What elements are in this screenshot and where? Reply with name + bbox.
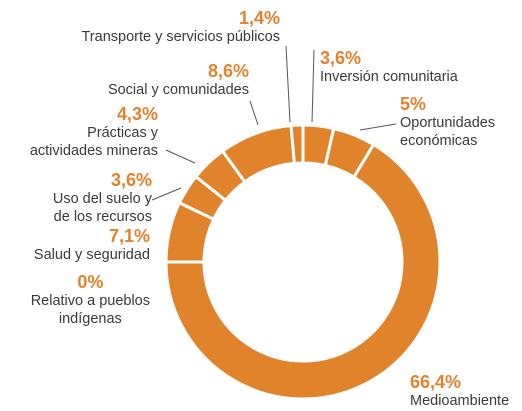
leader-line xyxy=(249,100,259,126)
value-label: 3,6% xyxy=(110,170,152,190)
slice-label: 4,3% Prácticas y actividades mineras xyxy=(30,104,158,160)
value-label: 3,6% xyxy=(320,48,362,68)
leader-lines xyxy=(151,45,397,201)
slice-label: 1,4% Transporte y servicios públicos xyxy=(81,8,280,46)
leader-line xyxy=(151,187,182,201)
donut-slice xyxy=(193,149,247,203)
slice-label: 0% Relativo a pueblos indígenas xyxy=(31,272,150,328)
slice-label: 66,4% Medioambiente xyxy=(410,372,509,410)
category-label: Inversión comunitaria xyxy=(320,69,458,85)
slice-label: 8,6% Social y comunidades xyxy=(108,61,249,99)
category-label: Transporte y servicios públicos xyxy=(81,29,280,45)
value-label: 66,4% xyxy=(410,372,462,392)
category-label: Uso del suelo y de los recursos xyxy=(52,191,152,225)
value-label: 7,1% xyxy=(108,226,150,246)
category-label: Relativo a pueblos indígenas xyxy=(30,293,150,327)
donut-slice xyxy=(220,123,296,185)
slice-label: 3,6% Inversión comunitaria xyxy=(320,48,458,86)
value-label: 0% xyxy=(77,272,104,292)
slice-label: 5% Oportunidades económicas xyxy=(400,94,495,150)
category-label: Oportunidades económicas xyxy=(400,115,496,149)
value-label: 1,4% xyxy=(238,8,280,28)
leader-line xyxy=(311,49,315,123)
category-label: Salud y seguridad xyxy=(33,247,150,263)
value-label: 4,3% xyxy=(116,104,158,124)
category-label: Medioambiente xyxy=(410,393,510,409)
slice-label: 7,1% Salud y seguridad xyxy=(34,226,150,264)
donut-slice xyxy=(164,200,216,264)
donut-slice xyxy=(301,123,336,168)
leader-line xyxy=(359,123,397,131)
leader-line xyxy=(285,45,291,123)
donut-slice xyxy=(177,174,228,222)
leader-line xyxy=(165,149,196,164)
value-label: 5% xyxy=(400,94,427,114)
donut-slice xyxy=(323,126,376,180)
slice-label: 3,6% Uso del suelo y de los recursos xyxy=(53,170,152,226)
category-label: Prácticas y actividades mineras xyxy=(29,125,158,159)
donut-slice xyxy=(164,142,442,401)
category-label: Social y comunidades xyxy=(107,82,249,98)
value-label: 8,6% xyxy=(207,61,249,81)
